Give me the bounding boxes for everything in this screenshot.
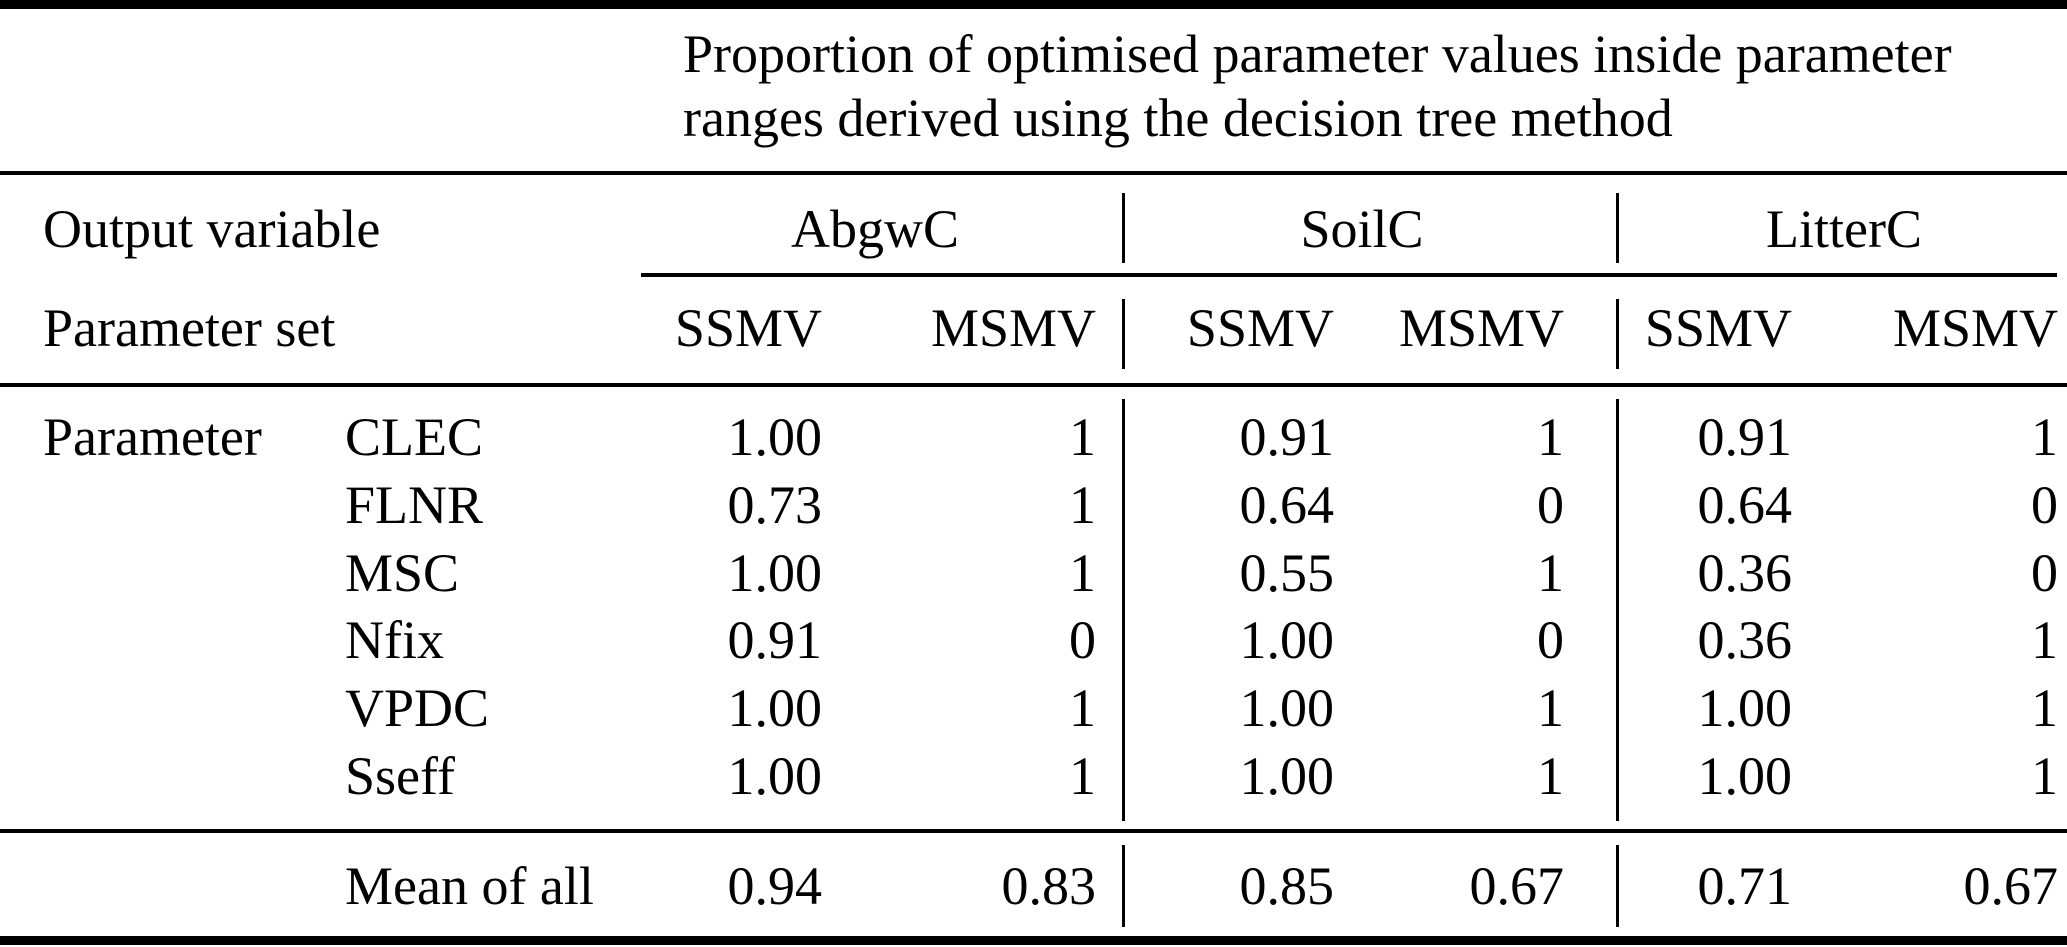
cell-value: 0.55	[1239, 543, 1335, 603]
cell-value: 1	[1069, 746, 1096, 806]
summary-row-label: Mean of all	[345, 856, 594, 916]
group-separator	[1616, 399, 1619, 821]
param-name: MSC	[345, 543, 460, 603]
cell-value: 1	[1537, 746, 1564, 806]
subcol-header-litterc-ssmv: SSMV	[1644, 298, 1792, 358]
summary-value: 0.67	[1963, 856, 2059, 916]
group-separator	[1122, 845, 1125, 927]
table-top-rule	[0, 0, 2067, 9]
cell-value: 0.91	[1239, 407, 1335, 467]
cell-value: 1.00	[1239, 746, 1335, 806]
group-header-soilc: SoilC	[1300, 199, 1424, 259]
subcol-header-soilc-ssmv: SSMV	[1186, 298, 1334, 358]
rule-under-column-headers	[0, 383, 2067, 387]
summary-value: 0.94	[727, 856, 823, 916]
rule-under-group-headers	[641, 273, 2057, 277]
cell-value: 1	[1069, 475, 1096, 535]
cell-value: 1	[2031, 407, 2058, 467]
cell-value: 0	[2031, 475, 2058, 535]
param-name: Sseff	[345, 746, 456, 806]
cell-value: 1	[1069, 678, 1096, 738]
group-header-abgwc: AbgwC	[790, 199, 959, 259]
subcol-header-abgwc-msmv: MSMV	[930, 298, 1096, 358]
cell-value: 0.91	[1697, 407, 1793, 467]
cell-value: 0.91	[727, 610, 823, 670]
table-title-line-2: ranges derived using the decision tree m…	[683, 88, 1673, 148]
cell-value: 1	[2031, 746, 2058, 806]
param-name: Nfix	[345, 610, 444, 670]
cell-value: 1.00	[727, 746, 823, 806]
subcol-header-litterc-msmv: MSMV	[1892, 298, 2058, 358]
group-separator	[1122, 193, 1125, 263]
rule-above-summary	[0, 829, 2067, 833]
cell-value: 1	[2031, 678, 2058, 738]
parameter-row-label: Parameter	[43, 407, 262, 467]
summary-value: 0.85	[1239, 856, 1335, 916]
group-separator	[1616, 299, 1619, 369]
summary-value: 0.67	[1469, 856, 1565, 916]
param-name: VPDC	[345, 678, 490, 738]
subcol-header-soilc-msmv: MSMV	[1398, 298, 1564, 358]
cell-value: 1	[1537, 678, 1564, 738]
cell-value: 1	[2031, 610, 2058, 670]
rule-under-title	[0, 171, 2067, 175]
cell-value: 1.00	[1239, 678, 1335, 738]
cell-value: 1.00	[1697, 746, 1793, 806]
cell-value: 0.73	[727, 475, 823, 535]
cell-value: 1.00	[727, 678, 823, 738]
cell-value: 1	[1537, 543, 1564, 603]
cell-value: 0.64	[1697, 475, 1793, 535]
cell-value: 0	[1537, 475, 1564, 535]
group-separator	[1616, 193, 1619, 263]
cell-value: 0.36	[1697, 543, 1793, 603]
cell-value: 0	[1537, 610, 1564, 670]
summary-value: 0.71	[1697, 856, 1793, 916]
cell-value: 0	[1069, 610, 1096, 670]
param-name: CLEC	[345, 407, 484, 467]
table-bottom-rule	[0, 936, 2067, 945]
param-name: FLNR	[345, 475, 484, 535]
cell-value: 1.00	[1697, 678, 1793, 738]
cell-value: 1.00	[1239, 610, 1335, 670]
table-title-line-1: Proportion of optimised parameter values…	[683, 24, 1952, 84]
cell-value: 1.00	[727, 543, 823, 603]
group-separator	[1122, 299, 1125, 369]
cell-value: 0	[2031, 543, 2058, 603]
parameter-set-label: Parameter set	[43, 298, 336, 358]
cell-value: 0.36	[1697, 610, 1793, 670]
group-header-litterc: LitterC	[1766, 199, 1922, 259]
output-variable-label: Output variable	[43, 199, 381, 259]
cell-value: 0.64	[1239, 475, 1335, 535]
summary-value: 0.83	[1001, 856, 1097, 916]
group-separator	[1616, 845, 1619, 927]
group-separator	[1122, 399, 1125, 821]
cell-value: 1.00	[727, 407, 823, 467]
cell-value: 1	[1537, 407, 1564, 467]
cell-value: 1	[1069, 543, 1096, 603]
cell-value: 1	[1069, 407, 1096, 467]
subcol-header-abgwc-ssmv: SSMV	[674, 298, 822, 358]
